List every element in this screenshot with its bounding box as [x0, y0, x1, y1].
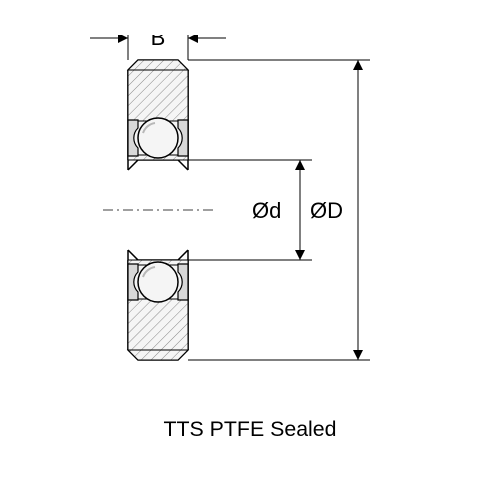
bearing-diagram: B Ød ØD	[50, 35, 450, 415]
svg-text:ØD: ØD	[310, 198, 343, 223]
diagram-caption: TTS PTFE Sealed	[0, 417, 500, 442]
svg-text:Ød: Ød	[252, 198, 281, 223]
bearing-cross-section-svg: B Ød ØD	[50, 35, 450, 415]
svg-text:B: B	[151, 35, 166, 50]
